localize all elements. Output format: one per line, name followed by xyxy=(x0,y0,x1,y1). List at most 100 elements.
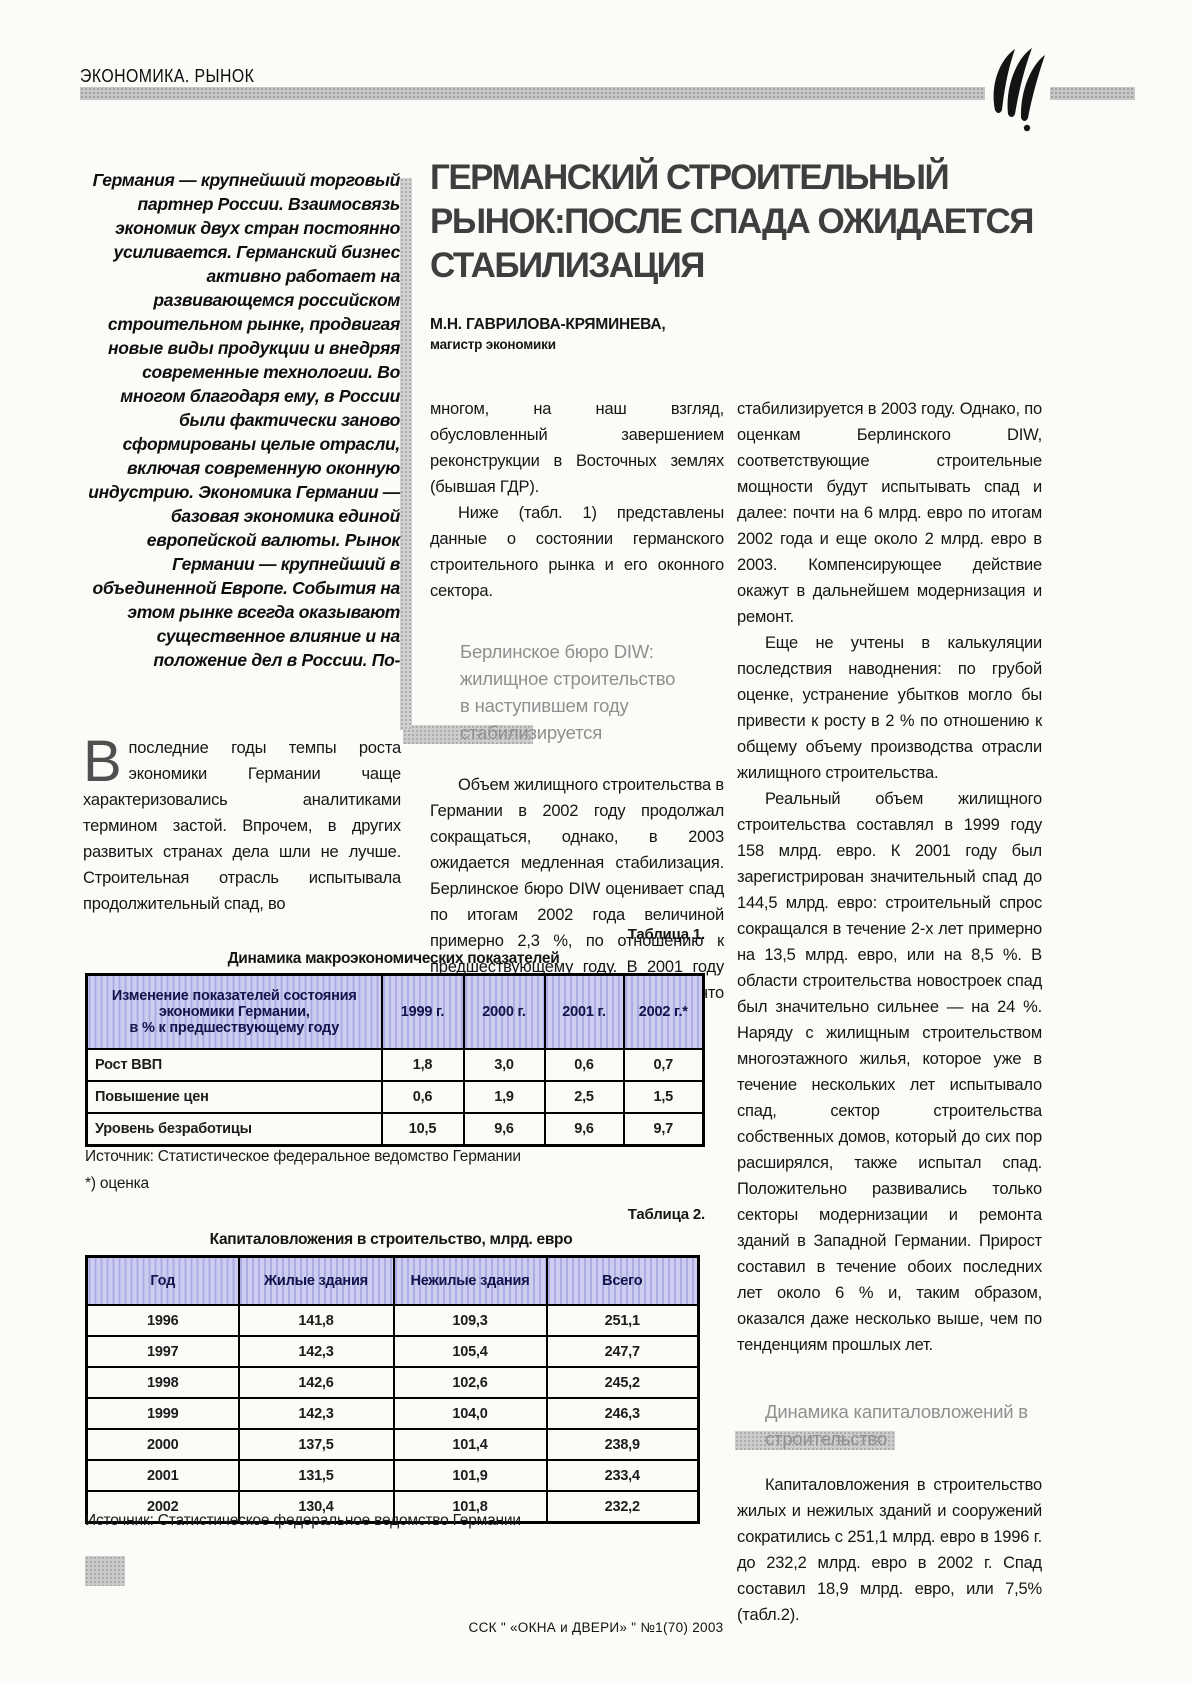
table-cell: 102,6 xyxy=(392,1366,548,1399)
table-cell: 105,4 xyxy=(392,1335,548,1368)
table-cell: 101,8 xyxy=(392,1490,548,1524)
table2-source: Источник: Статистическое федеральное вед… xyxy=(85,1512,521,1529)
table-cell: 3,0 xyxy=(462,1048,546,1082)
paragraph: Реальный объем жилищного строительства с… xyxy=(737,790,1042,1354)
table-cell: 142,3 xyxy=(237,1335,395,1368)
table-cell: 246,3 xyxy=(545,1397,700,1430)
table1-note: *) оценка xyxy=(85,1175,149,1192)
column-header: 1999 г. xyxy=(380,973,465,1050)
table-row: Рост ВВП 1,8 3,0 0,6 0,7 xyxy=(85,1048,705,1082)
article-title: ГЕРМАНСКИЙ СТРОИТЕЛЬНЫЙ РЫНОК:ПОСЛЕ СПАДА… xyxy=(430,158,1034,285)
column-header: Всего xyxy=(545,1255,700,1306)
table-cell: 0,6 xyxy=(380,1080,465,1114)
column-header: Жилые здания xyxy=(237,1255,395,1306)
table-cell: 101,4 xyxy=(392,1428,548,1461)
paragraph: многом, на наш взгляд, обусловленный зав… xyxy=(430,400,724,496)
table-cell: 9,7 xyxy=(622,1112,705,1147)
table-cell: 109,3 xyxy=(392,1304,548,1337)
table-row: Уровень безработицы 10,5 9,6 9,6 9,7 xyxy=(85,1112,705,1147)
subhead-text: Берлинское бюро DIW: жилищное строительст… xyxy=(460,641,676,743)
table-cell: 251,1 xyxy=(545,1304,700,1337)
table-cell: Рост ВВП xyxy=(85,1048,383,1082)
table-cell: 2000 xyxy=(85,1428,240,1461)
table-cell: 232,2 xyxy=(545,1490,700,1524)
table-cell: 1999 xyxy=(85,1397,240,1430)
author-name: М.Н. ГАВРИЛОВА-КРЯМИНЕВА, xyxy=(430,316,666,333)
logo-dot xyxy=(1023,124,1031,132)
table-cell: 1,8 xyxy=(380,1048,465,1082)
table-cell: 1998 xyxy=(85,1366,240,1399)
footer-journal-line: ССК " «ОКНА и ДВЕРИ» " №1(70) 2003 xyxy=(468,1620,724,1635)
column-header: Нежилые здания xyxy=(392,1255,548,1306)
table1-title: Динамика макроэкономических показателей xyxy=(227,950,560,967)
author-block: М.Н. ГАВРИЛОВА-КРЯМИНЕВА, магистр эконом… xyxy=(430,316,830,352)
table-cell: 233,4 xyxy=(545,1459,700,1492)
table-row: 2002 130,4 101,8 232,2 xyxy=(85,1490,700,1524)
table-cell: 104,0 xyxy=(392,1397,548,1430)
section-label: ЭКОНОМИКА. РЫНОК xyxy=(80,66,255,86)
table-row: 1996 141,8 109,3 251,1 xyxy=(85,1304,700,1337)
intro-paragraph-text: последние годы темпы роста экономики Гер… xyxy=(83,739,401,913)
table-cell: 2002 xyxy=(85,1490,240,1524)
table-cell: 1,9 xyxy=(462,1080,546,1114)
right-column: стабилизируется в 2003 году. Однако, по … xyxy=(735,396,1042,1628)
table-cell: 142,3 xyxy=(237,1397,395,1430)
column-header: 2001 г. xyxy=(543,973,625,1050)
column-header: Год xyxy=(85,1255,240,1306)
publisher-feather-logo-icon xyxy=(993,48,1045,132)
paragraph: Еще не учтены в калькуляции последствия … xyxy=(737,634,1042,782)
table-row: Повышение цен 0,6 1,9 2,5 1,5 xyxy=(85,1080,705,1114)
subhead-investments: Динамика капиталовложений в строительство xyxy=(735,1398,1042,1452)
table-cell: 10,5 xyxy=(380,1112,465,1147)
column-header: 2002 г.* xyxy=(622,973,705,1050)
table-cell: 2,5 xyxy=(543,1080,625,1114)
table-macro-indicators: Изменение показателей состояния экономик… xyxy=(85,973,705,1147)
table-row: 2000 137,5 101,4 238,9 xyxy=(85,1428,700,1461)
author-degree: магистр экономики xyxy=(430,337,556,352)
subhead-text: Динамика капиталовложений в строительство xyxy=(765,1401,1028,1449)
column-header: Изменение показателей состояния экономик… xyxy=(85,973,383,1050)
table-cell: 142,6 xyxy=(237,1366,395,1399)
table-cell: 238,9 xyxy=(545,1428,700,1461)
column-header: 2000 г. xyxy=(462,973,546,1050)
table-cell: Уровень безработицы xyxy=(85,1112,383,1147)
table-cell: 1996 xyxy=(85,1304,240,1337)
header-rule-right xyxy=(1050,87,1135,100)
table1-label: Таблица 1. xyxy=(627,926,705,943)
table-cell: 130,4 xyxy=(237,1490,395,1524)
table-cell: 137,5 xyxy=(237,1428,395,1461)
table-cell: 0,7 xyxy=(622,1048,705,1082)
table-cell: Повышение цен xyxy=(85,1080,383,1114)
paragraph: Ниже (табл. 1) представлены данные о сос… xyxy=(430,504,724,600)
table-cell: 9,6 xyxy=(543,1112,625,1147)
table1-source: Источник: Статистическое федеральное вед… xyxy=(85,1148,521,1165)
table2-title: Капиталовложения в строительство, млрд. … xyxy=(209,1231,573,1248)
subhead-diw: Берлинское бюро DIW: жилищное строительст… xyxy=(403,638,724,746)
table-cell: 247,7 xyxy=(545,1335,700,1368)
header-rule-left xyxy=(80,87,985,100)
table-header-row: Изменение показателей состояния экономик… xyxy=(85,973,705,1050)
paragraph: стабилизируется в 2003 году. Однако, по … xyxy=(737,400,1042,626)
table-cell: 9,6 xyxy=(462,1112,546,1147)
paragraph: Капиталовложения в строительство жилых и… xyxy=(737,1476,1042,1624)
table-row: 1998 142,6 102,6 245,2 xyxy=(85,1366,700,1399)
vertical-divider xyxy=(400,178,412,730)
table-row: 1999 142,3 104,0 246,3 xyxy=(85,1397,700,1430)
table-cell: 1997 xyxy=(85,1335,240,1368)
table-cell: 0,6 xyxy=(543,1048,625,1082)
table-header-row: Год Жилые здания Нежилые здания Всего xyxy=(85,1255,700,1306)
table-cell: 101,9 xyxy=(392,1459,548,1492)
drop-cap: В xyxy=(83,729,122,794)
lead-paragraph: Германия — крупнейший торговый партнер Р… xyxy=(88,170,400,670)
table-cell: 141,8 xyxy=(237,1304,395,1337)
table2-label: Таблица 2. xyxy=(627,1206,705,1223)
table-cell: 1,5 xyxy=(622,1080,705,1114)
page-corner-block xyxy=(85,1556,125,1586)
table-cell: 131,5 xyxy=(237,1459,395,1492)
table-cell: 245,2 xyxy=(545,1366,700,1399)
table-row: 1997 142,3 105,4 247,7 xyxy=(85,1335,700,1368)
table-cell: 2001 xyxy=(85,1459,240,1492)
table-row: 2001 131,5 101,9 233,4 xyxy=(85,1459,700,1492)
